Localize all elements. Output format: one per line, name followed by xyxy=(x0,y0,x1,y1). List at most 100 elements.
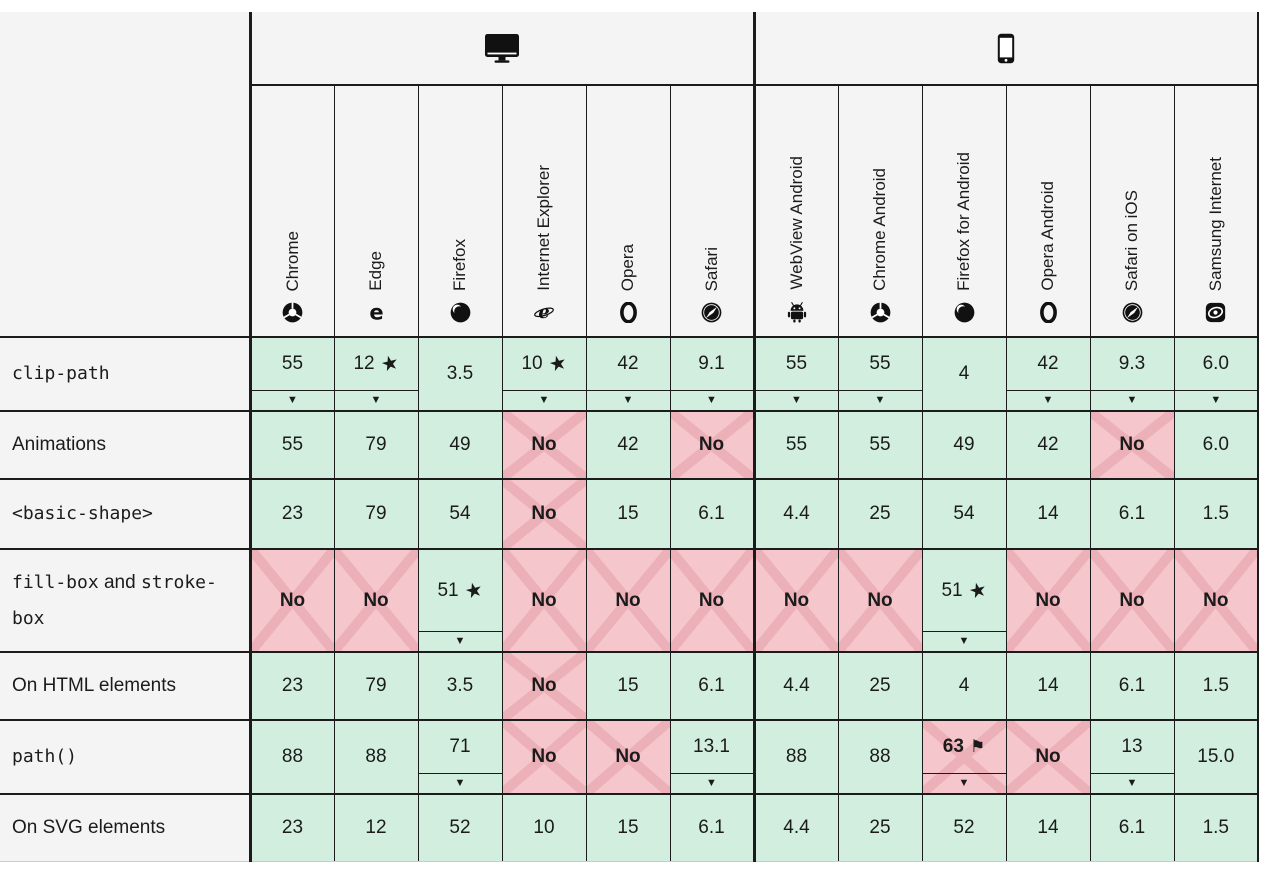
support-cell-opera-android[interactable]: 42 xyxy=(1006,410,1091,479)
support-cell-firefox[interactable]: 54 xyxy=(418,478,503,549)
support-cell-safari[interactable]: 6.1 xyxy=(670,793,756,862)
support-cell-edge[interactable]: No xyxy=(334,548,419,652)
footnote-triangle-icon: ▼ xyxy=(1126,777,1138,789)
support-cell-internet-explorer[interactable]: No xyxy=(502,651,587,720)
browser-name: Safari on iOS xyxy=(1122,189,1141,291)
version-value: No xyxy=(279,589,306,611)
support-cell-safari-on-ios[interactable]: 6.1 xyxy=(1090,478,1175,549)
support-cell-firefox[interactable]: 71 ▼ xyxy=(418,719,503,794)
support-cell-edge[interactable]: 88 xyxy=(334,719,419,794)
support-cell-internet-explorer[interactable]: 10 ★ ▼ xyxy=(502,336,587,411)
support-cell-firefox[interactable]: 3.5 xyxy=(418,336,503,411)
support-cell-edge[interactable]: 79 xyxy=(334,478,419,549)
support-cell-firefox[interactable]: 52 xyxy=(418,793,503,862)
support-cell-chrome-android[interactable]: 25 xyxy=(838,651,923,720)
support-cell-opera-android[interactable]: 14 xyxy=(1006,651,1091,720)
support-cell-chrome[interactable]: 23 xyxy=(250,793,335,862)
support-cell-webview-android[interactable]: 4.4 xyxy=(754,793,839,862)
support-cell-firefox-for-android[interactable]: 49 xyxy=(922,410,1007,479)
support-cell-safari[interactable]: 9.1 ▼ xyxy=(670,336,756,411)
support-cell-chrome[interactable]: 55 xyxy=(250,410,335,479)
support-cell-safari[interactable]: No xyxy=(670,410,756,479)
support-cell-firefox-for-android[interactable]: 52 xyxy=(922,793,1007,862)
support-cell-firefox[interactable]: 49 xyxy=(418,410,503,479)
support-cell-samsung-internet[interactable]: 1.5 xyxy=(1174,793,1260,862)
support-cell-opera[interactable]: 42 ▼ xyxy=(586,336,671,411)
support-cell-opera[interactable]: 42 xyxy=(586,410,671,479)
support-cell-chrome-android[interactable]: 55 ▼ xyxy=(838,336,923,411)
support-cell-chrome[interactable]: 23 xyxy=(250,651,335,720)
support-cell-internet-explorer[interactable]: No xyxy=(502,719,587,794)
support-cell-chrome[interactable]: 88 xyxy=(250,719,335,794)
support-cell-webview-android[interactable]: 88 xyxy=(754,719,839,794)
support-cell-opera-android[interactable]: No xyxy=(1006,719,1091,794)
support-cell-opera[interactable]: No xyxy=(586,548,671,652)
support-cell-chrome-android[interactable]: 88 xyxy=(838,719,923,794)
support-cell-chrome-android[interactable]: 55 xyxy=(838,410,923,479)
footnote-triangle-icon: ▼ xyxy=(706,777,717,789)
support-cell-samsung-internet[interactable]: No xyxy=(1174,548,1260,652)
support-cell-webview-android[interactable]: 55 xyxy=(754,410,839,479)
support-cell-chrome[interactable]: No xyxy=(250,548,335,652)
support-cell-firefox-for-android[interactable]: 51 ★ ▼ xyxy=(922,548,1007,652)
support-cell-internet-explorer[interactable]: 10 xyxy=(502,793,587,862)
version-value: No xyxy=(615,746,641,767)
safari-icon xyxy=(701,302,722,323)
support-cell-opera-android[interactable]: 42 ▼ xyxy=(1006,336,1091,411)
support-cell-opera[interactable]: 15 xyxy=(586,478,671,549)
support-cell-safari[interactable]: 13.1 ▼ xyxy=(670,719,756,794)
support-cell-firefox[interactable]: 51 ★ ▼ xyxy=(418,548,503,652)
support-cell-chrome-android[interactable]: 25 xyxy=(838,478,923,549)
version-value: 14 xyxy=(1037,675,1059,696)
support-cell-safari[interactable]: 6.1 xyxy=(670,651,756,720)
support-cell-safari-on-ios[interactable]: 9.3 ▼ xyxy=(1090,336,1175,411)
support-cell-internet-explorer[interactable]: No xyxy=(502,548,587,652)
support-cell-safari-on-ios[interactable]: 6.1 xyxy=(1090,793,1175,862)
support-cell-firefox-for-android[interactable]: 63 ⚑ ▼ xyxy=(922,719,1007,794)
support-cell-edge[interactable]: 79 xyxy=(334,651,419,720)
support-cell-samsung-internet[interactable]: 15.0 xyxy=(1174,719,1260,794)
support-cell-chrome[interactable]: 23 xyxy=(250,478,335,549)
support-cell-webview-android[interactable]: 4.4 xyxy=(754,651,839,720)
support-cell-samsung-internet[interactable]: 1.5 xyxy=(1174,478,1260,549)
support-cell-opera[interactable]: 15 xyxy=(586,793,671,862)
version-value: 10 xyxy=(533,817,555,838)
support-cell-webview-android[interactable]: 55 ▼ xyxy=(754,336,839,411)
support-cell-chrome-android[interactable]: No xyxy=(838,548,923,652)
support-cell-safari[interactable]: No xyxy=(670,548,756,652)
version-value: 1.5 xyxy=(1202,503,1229,524)
support-cell-webview-android[interactable]: 4.4 xyxy=(754,478,839,549)
version-value: 6.1 xyxy=(1118,675,1146,696)
version-value: 4.4 xyxy=(783,675,810,696)
support-cell-safari[interactable]: 6.1 xyxy=(670,478,756,549)
support-cell-edge[interactable]: 79 xyxy=(334,410,419,479)
support-cell-opera[interactable]: 15 xyxy=(586,651,671,720)
support-cell-opera[interactable]: No xyxy=(586,719,671,794)
corner-cell xyxy=(0,12,252,338)
support-cell-samsung-internet[interactable]: 6.0 ▼ xyxy=(1174,336,1260,411)
support-cell-firefox-for-android[interactable]: 4 xyxy=(922,651,1007,720)
browser-name: Safari xyxy=(701,246,721,291)
support-cell-webview-android[interactable]: No xyxy=(754,548,839,652)
support-cell-opera-android[interactable]: 14 xyxy=(1006,478,1091,549)
version-value: 71 xyxy=(449,736,471,757)
version-value: 88 xyxy=(785,746,808,767)
support-cell-samsung-internet[interactable]: 1.5 xyxy=(1174,651,1260,720)
support-cell-safari-on-ios[interactable]: No xyxy=(1090,410,1175,479)
support-cell-opera-android[interactable]: No xyxy=(1006,548,1091,652)
support-cell-chrome[interactable]: 55 ▼ xyxy=(250,336,335,411)
support-cell-opera-android[interactable]: 14 xyxy=(1006,793,1091,862)
support-cell-internet-explorer[interactable]: No xyxy=(502,478,587,549)
support-cell-firefox[interactable]: 3.5 xyxy=(418,651,503,720)
support-cell-edge[interactable]: 12 ★ ▼ xyxy=(334,336,419,411)
support-cell-chrome-android[interactable]: 25 xyxy=(838,793,923,862)
support-cell-edge[interactable]: 12 xyxy=(334,793,419,862)
support-cell-samsung-internet[interactable]: 6.0 xyxy=(1174,410,1260,479)
feature-row-clip-path: clip-path 55 ▼ 12 ★ ▼ 3.5 10 ★ ▼ 42 ▼ 9.1 ▼ 55 ▼ 55 ▼ 4 42 ▼… xyxy=(0,336,1260,411)
support-cell-safari-on-ios[interactable]: 6.1 xyxy=(1090,651,1175,720)
support-cell-firefox-for-android[interactable]: 54 xyxy=(922,478,1007,549)
support-cell-safari-on-ios[interactable]: No xyxy=(1090,548,1175,652)
support-cell-firefox-for-android[interactable]: 4 xyxy=(922,336,1007,411)
support-cell-internet-explorer[interactable]: No xyxy=(502,410,587,479)
support-cell-safari-on-ios[interactable]: 13 ▼ xyxy=(1090,719,1175,794)
